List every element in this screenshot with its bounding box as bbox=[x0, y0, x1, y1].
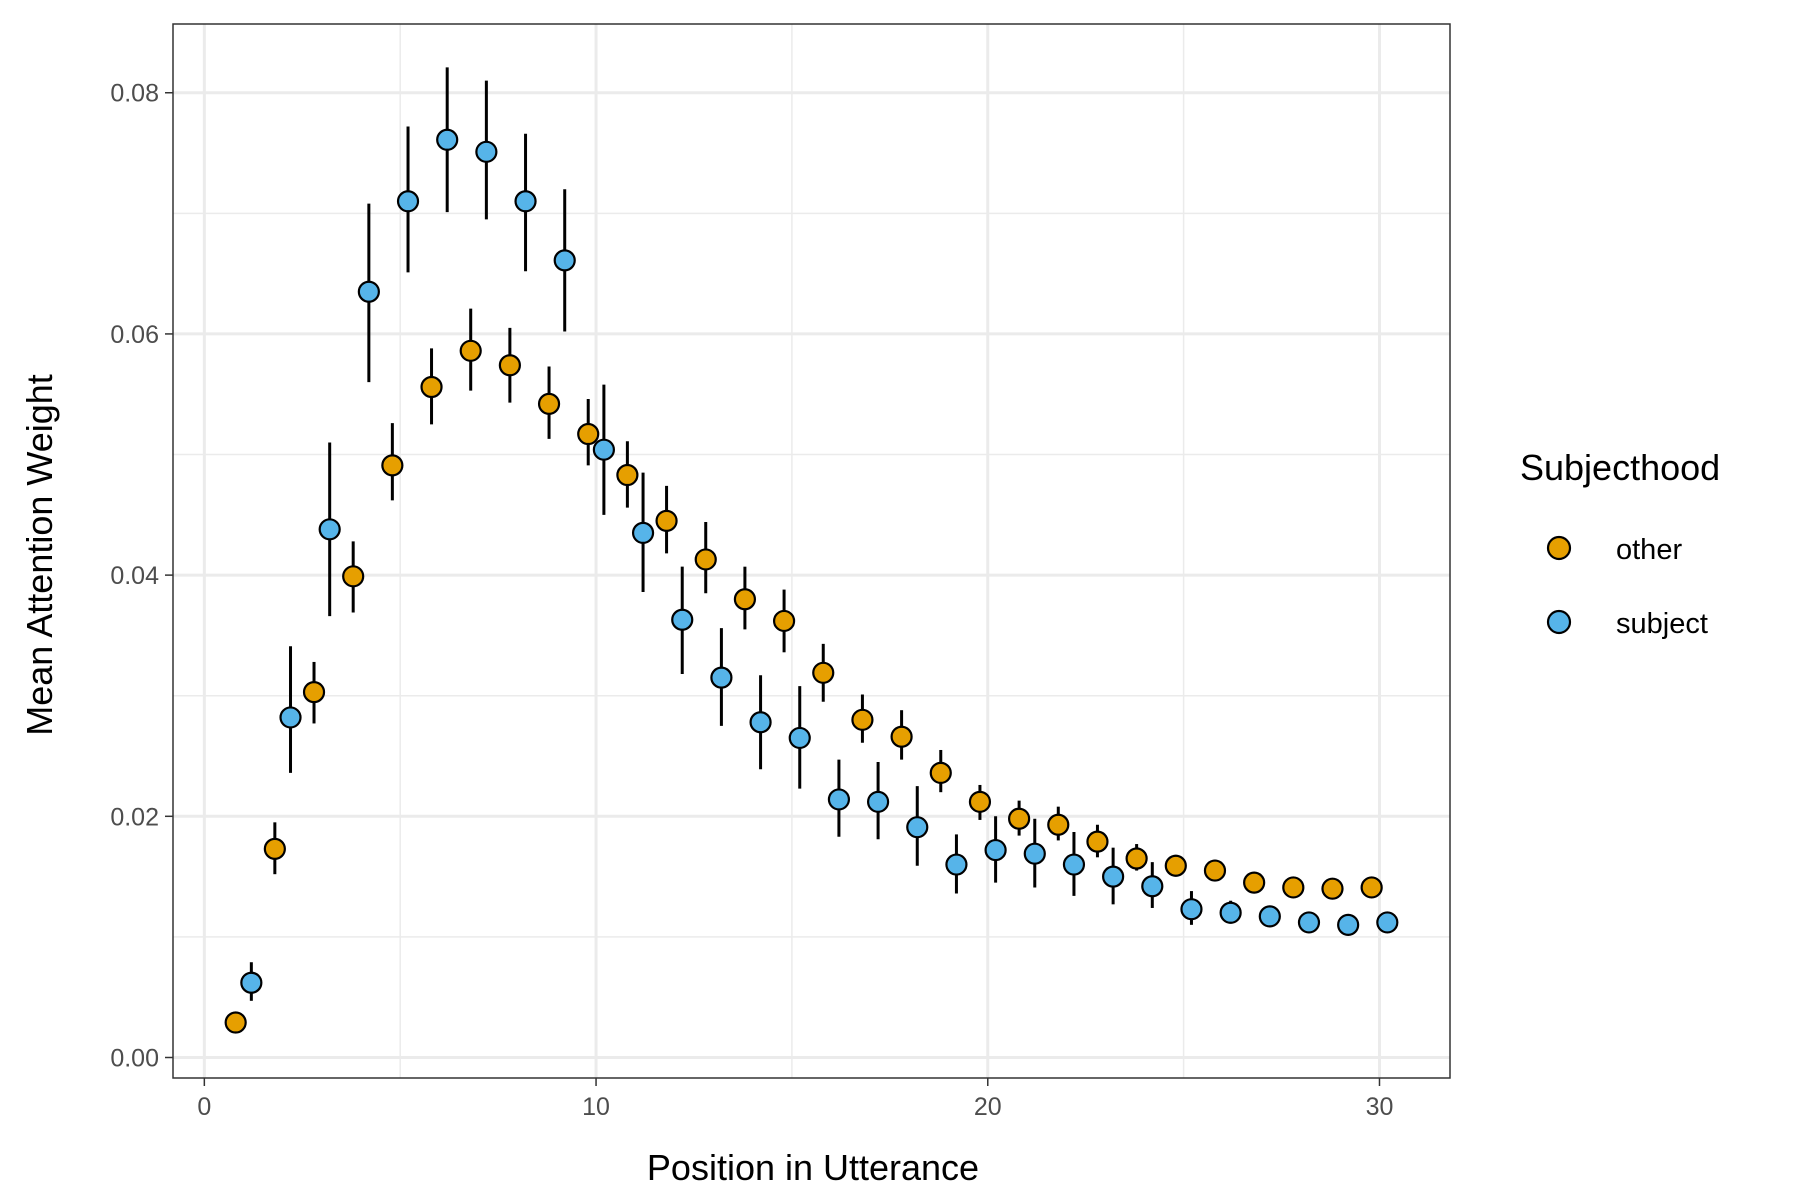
data-point-subject bbox=[671, 608, 694, 631]
data-point-subject bbox=[1102, 865, 1125, 888]
data-point-other bbox=[263, 837, 286, 860]
data-point-subject bbox=[1180, 898, 1203, 921]
y-axis-title: Mean Attention Weight bbox=[19, 374, 60, 736]
data-point-subject bbox=[240, 971, 263, 994]
data-point-subject bbox=[1219, 901, 1242, 924]
legend: Subjecthood other subject bbox=[1520, 447, 1720, 640]
data-point-other bbox=[381, 454, 404, 477]
data-point-subject bbox=[1337, 913, 1360, 936]
data-point-subject bbox=[866, 790, 890, 813]
data-point-subject bbox=[475, 140, 498, 163]
data-point-other bbox=[851, 708, 874, 731]
data-point-subject bbox=[1376, 911, 1399, 934]
y-tick-label: 0.08 bbox=[110, 80, 159, 108]
data-point-other bbox=[772, 609, 796, 633]
data-point-other bbox=[1047, 813, 1070, 836]
data-point-other bbox=[342, 565, 365, 588]
data-point-other bbox=[420, 375, 443, 399]
y-tick-label: 0.06 bbox=[110, 321, 159, 349]
x-tick-label: 20 bbox=[974, 1093, 1002, 1121]
legend-swatch-other bbox=[1546, 535, 1572, 561]
data-point-subject bbox=[631, 521, 655, 545]
data-point-subject bbox=[396, 190, 420, 213]
data-points bbox=[224, 128, 1399, 1034]
x-axis-title: Position in Utterance bbox=[647, 1147, 979, 1188]
legend-label-other: other bbox=[1616, 534, 1682, 566]
data-point-subject bbox=[827, 788, 851, 811]
data-point-other bbox=[537, 392, 561, 415]
data-point-subject bbox=[984, 838, 1007, 862]
data-point-other bbox=[812, 661, 835, 684]
data-point-other bbox=[459, 339, 482, 362]
data-point-other bbox=[1243, 871, 1266, 894]
data-point-subject bbox=[1258, 905, 1281, 928]
data-point-other bbox=[1008, 807, 1031, 830]
data-point-other bbox=[577, 422, 600, 446]
data-point-other bbox=[733, 588, 757, 611]
data-point-subject bbox=[436, 128, 459, 151]
data-point-subject bbox=[318, 518, 341, 541]
data-point-other bbox=[1086, 830, 1109, 853]
grid-lines bbox=[173, 24, 1450, 1078]
data-point-subject bbox=[749, 711, 772, 734]
data-point-other bbox=[616, 463, 639, 487]
data-point-other bbox=[302, 680, 326, 704]
x-tick-label: 30 bbox=[1366, 1093, 1394, 1121]
data-point-other bbox=[890, 725, 913, 748]
data-point-other bbox=[929, 761, 952, 784]
data-point-subject bbox=[788, 726, 811, 750]
data-point-other bbox=[655, 509, 678, 532]
data-point-subject bbox=[1023, 842, 1046, 865]
axis-ticks: 0 10 20 30 0.00 0.02 0.04 0.06 0.08 bbox=[110, 80, 1393, 1121]
plot-panel-border bbox=[172, 23, 1451, 1079]
y-tick-label: 0.04 bbox=[110, 562, 159, 590]
data-point-subject bbox=[514, 190, 537, 213]
y-tick-label: 0.02 bbox=[110, 803, 159, 831]
y-tick-label: 0.00 bbox=[110, 1044, 159, 1072]
data-point-other bbox=[1282, 876, 1305, 899]
data-point-subject bbox=[1297, 911, 1321, 934]
legend-label-subject: subject bbox=[1616, 608, 1708, 640]
data-point-other bbox=[1164, 854, 1187, 877]
data-point-other bbox=[694, 548, 717, 571]
legend-title: Subjecthood bbox=[1520, 447, 1720, 488]
data-point-other bbox=[224, 1011, 247, 1034]
x-tick-label: 0 bbox=[197, 1093, 211, 1121]
data-point-other bbox=[498, 354, 521, 377]
data-point-subject bbox=[1062, 853, 1086, 876]
legend-swatch-subject bbox=[1546, 609, 1572, 635]
data-point-subject bbox=[906, 816, 929, 839]
data-point-subject bbox=[710, 666, 733, 689]
data-point-other bbox=[1203, 859, 1227, 882]
data-point-subject bbox=[592, 438, 615, 461]
data-point-subject bbox=[357, 280, 380, 303]
data-point-subject bbox=[553, 249, 576, 272]
x-tick-label: 10 bbox=[582, 1093, 610, 1121]
data-point-other bbox=[1125, 847, 1148, 870]
data-point-subject bbox=[945, 853, 968, 876]
data-point-other bbox=[1360, 876, 1383, 899]
data-point-subject bbox=[279, 706, 302, 729]
data-point-subject bbox=[1141, 875, 1164, 898]
data-point-other bbox=[968, 790, 992, 813]
data-point-other bbox=[1321, 877, 1344, 900]
